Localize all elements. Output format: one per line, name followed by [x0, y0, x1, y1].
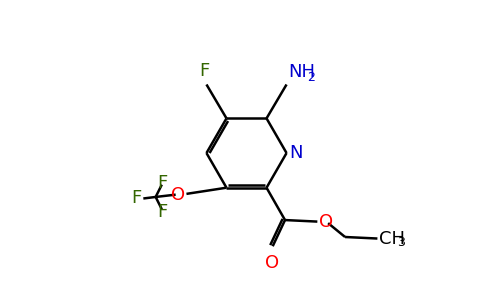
- Text: N: N: [289, 144, 302, 162]
- Text: F: F: [132, 190, 142, 208]
- Text: 2: 2: [307, 71, 315, 84]
- Text: O: O: [319, 213, 333, 231]
- Text: 3: 3: [397, 236, 405, 249]
- Text: F: F: [199, 62, 209, 80]
- Text: O: O: [171, 186, 185, 204]
- Text: O: O: [265, 254, 279, 272]
- Text: F: F: [157, 174, 167, 192]
- Text: F: F: [157, 203, 167, 221]
- Text: NH: NH: [288, 63, 315, 81]
- Text: CH: CH: [379, 230, 405, 248]
